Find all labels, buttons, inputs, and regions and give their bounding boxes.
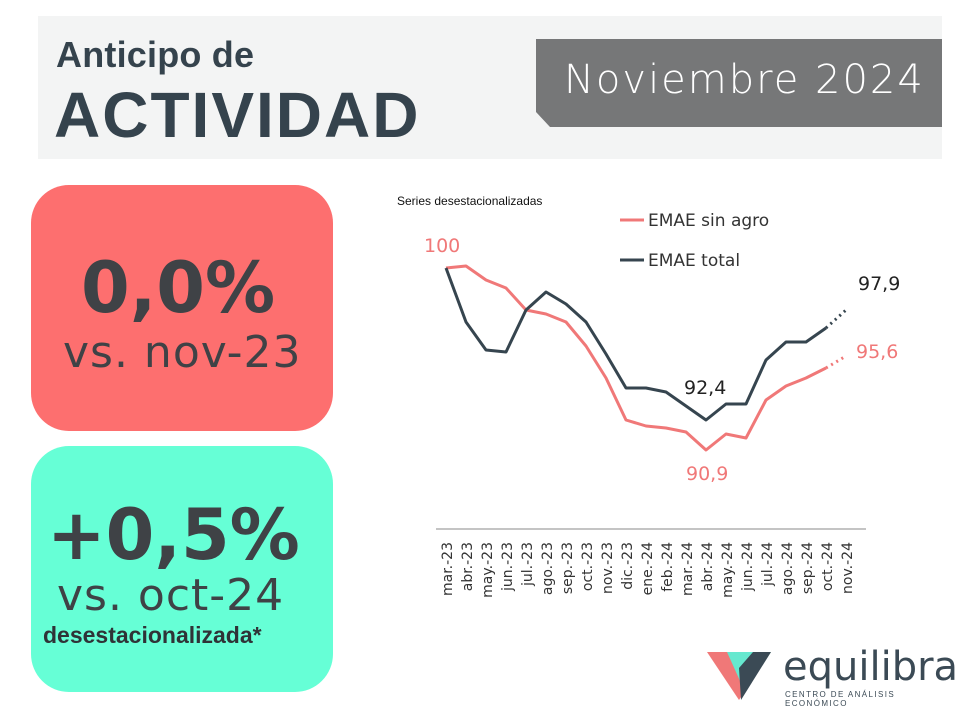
point-total-19 <box>825 327 827 329</box>
series-line-sin-agro <box>445 264 827 452</box>
point-sin-agro-1 <box>465 265 467 267</box>
x-tick-label: dic.-23 <box>620 542 636 590</box>
point-total-18 <box>805 341 807 343</box>
yoy-card: 0,0% vs. nov-23 <box>31 185 333 431</box>
point-total-0 <box>445 267 447 269</box>
point-total-17 <box>785 341 787 343</box>
point-total-4 <box>525 309 527 311</box>
month-label: Noviembre 2024 <box>564 57 925 103</box>
point-sin-agro-5 <box>545 313 547 315</box>
x-tick-label: jul.-24 <box>760 542 776 587</box>
point-sin-agro-3 <box>505 287 507 289</box>
x-tick-label: feb.-24 <box>660 542 676 592</box>
month-notch <box>536 112 550 127</box>
x-tick-label: sep.-24 <box>800 542 816 594</box>
point-sin-agro-10 <box>645 425 647 427</box>
series-projection-total <box>824 308 848 330</box>
point-total-13 <box>705 419 707 421</box>
x-tick-label: sep.-23 <box>560 542 576 594</box>
x-tick-label: jun.-24 <box>740 542 756 592</box>
x-tick-label: nov.-24 <box>840 542 856 594</box>
point-total-15 <box>745 403 747 405</box>
logo-tagline: CENTRO DE ANÁLISIS ECONÓMICO <box>785 690 896 708</box>
point-total-1 <box>465 321 467 323</box>
x-tick-label: abr.-24 <box>700 542 716 591</box>
point-total-10 <box>645 387 647 389</box>
point-sin-agro-15 <box>745 437 747 439</box>
month-box: Noviembre 2024 <box>536 39 942 127</box>
data-label: 90,9 <box>686 463 728 485</box>
point-total-16 <box>765 359 767 361</box>
x-tick-label: oct.-24 <box>820 542 836 591</box>
activity-line-chart: Series desestacionalizadas EMAE sin agro E… <box>397 194 900 598</box>
point-sin-agro-18 <box>805 377 807 379</box>
series-line-total <box>444 267 827 422</box>
legend-label-total: EMAE total <box>648 251 740 271</box>
data-label: 97,9 <box>858 273 900 295</box>
x-tick-label: mar.-23 <box>440 542 456 596</box>
point-sin-agro-17 <box>785 385 787 387</box>
yoy-value: 0,0% <box>81 247 276 329</box>
x-tick-label: jul.-23 <box>520 542 536 587</box>
point-total-2 <box>485 349 487 351</box>
point-sin-agro-8 <box>605 377 607 379</box>
point-total-14 <box>725 403 727 405</box>
point-total-6 <box>565 303 567 305</box>
mom-note: desestacionalizada* <box>43 622 262 648</box>
point-total-20 <box>845 309 847 311</box>
equilibra-logo-icon <box>707 652 771 700</box>
point-sin-agro-20 <box>845 355 847 357</box>
point-sin-agro-7 <box>585 345 587 347</box>
x-tick-label: jun.-23 <box>500 542 516 592</box>
mom-card: +0,5% vs. oct-24 desestacionalizada* <box>31 446 333 692</box>
point-total-3 <box>505 351 507 353</box>
x-tick-label: ago.-24 <box>780 542 796 595</box>
x-tick-label: ene.-24 <box>640 542 656 596</box>
x-tick-label: ago.-23 <box>540 542 556 595</box>
data-label: 100 <box>424 235 460 257</box>
logo-name: equilibra <box>783 644 959 690</box>
data-label: 95,6 <box>856 341 898 363</box>
point-total-12 <box>685 405 687 407</box>
point-sin-agro-19 <box>825 367 827 369</box>
series-projection-sin-agro <box>825 354 847 370</box>
legend-label-sin-agro: EMAE sin agro <box>648 211 769 231</box>
yoy-comparison: vs. nov-23 <box>63 327 302 378</box>
title-big: ACTIVIDAD <box>54 79 421 151</box>
x-tick-label: may.-24 <box>720 542 736 598</box>
point-sin-agro-16 <box>765 399 767 401</box>
point-total-11 <box>665 391 667 393</box>
point-sin-agro-9 <box>625 419 627 421</box>
mom-comparison: vs. oct-24 <box>57 570 285 621</box>
chart-subtitle: Series desestacionalizadas <box>397 194 542 208</box>
title-small: Anticipo de <box>56 34 255 75</box>
equilibra-logo: equilibra CENTRO DE ANÁLISIS ECONÓMICO <box>705 644 958 708</box>
mom-value: +0,5% <box>47 494 300 576</box>
x-tick-label: nov.-23 <box>600 542 616 594</box>
point-sin-agro-14 <box>725 433 727 435</box>
point-sin-agro-6 <box>565 321 567 323</box>
point-sin-agro-12 <box>685 431 687 433</box>
point-total-7 <box>585 321 587 323</box>
point-sin-agro-2 <box>485 279 487 281</box>
point-total-5 <box>545 291 547 293</box>
data-label: 92,4 <box>684 377 726 399</box>
x-tick-label: mar.-24 <box>680 542 696 596</box>
x-tick-label: oct.-23 <box>580 542 596 591</box>
x-tick-label: may.-23 <box>480 542 496 598</box>
header-banner: Anticipo de ACTIVIDAD Noviembre 2024 <box>38 16 942 159</box>
x-tick-label: abr.-23 <box>460 542 476 591</box>
point-total-8 <box>605 353 607 355</box>
point-sin-agro-11 <box>665 427 667 429</box>
point-total-9 <box>625 387 627 389</box>
point-sin-agro-13 <box>705 449 707 451</box>
